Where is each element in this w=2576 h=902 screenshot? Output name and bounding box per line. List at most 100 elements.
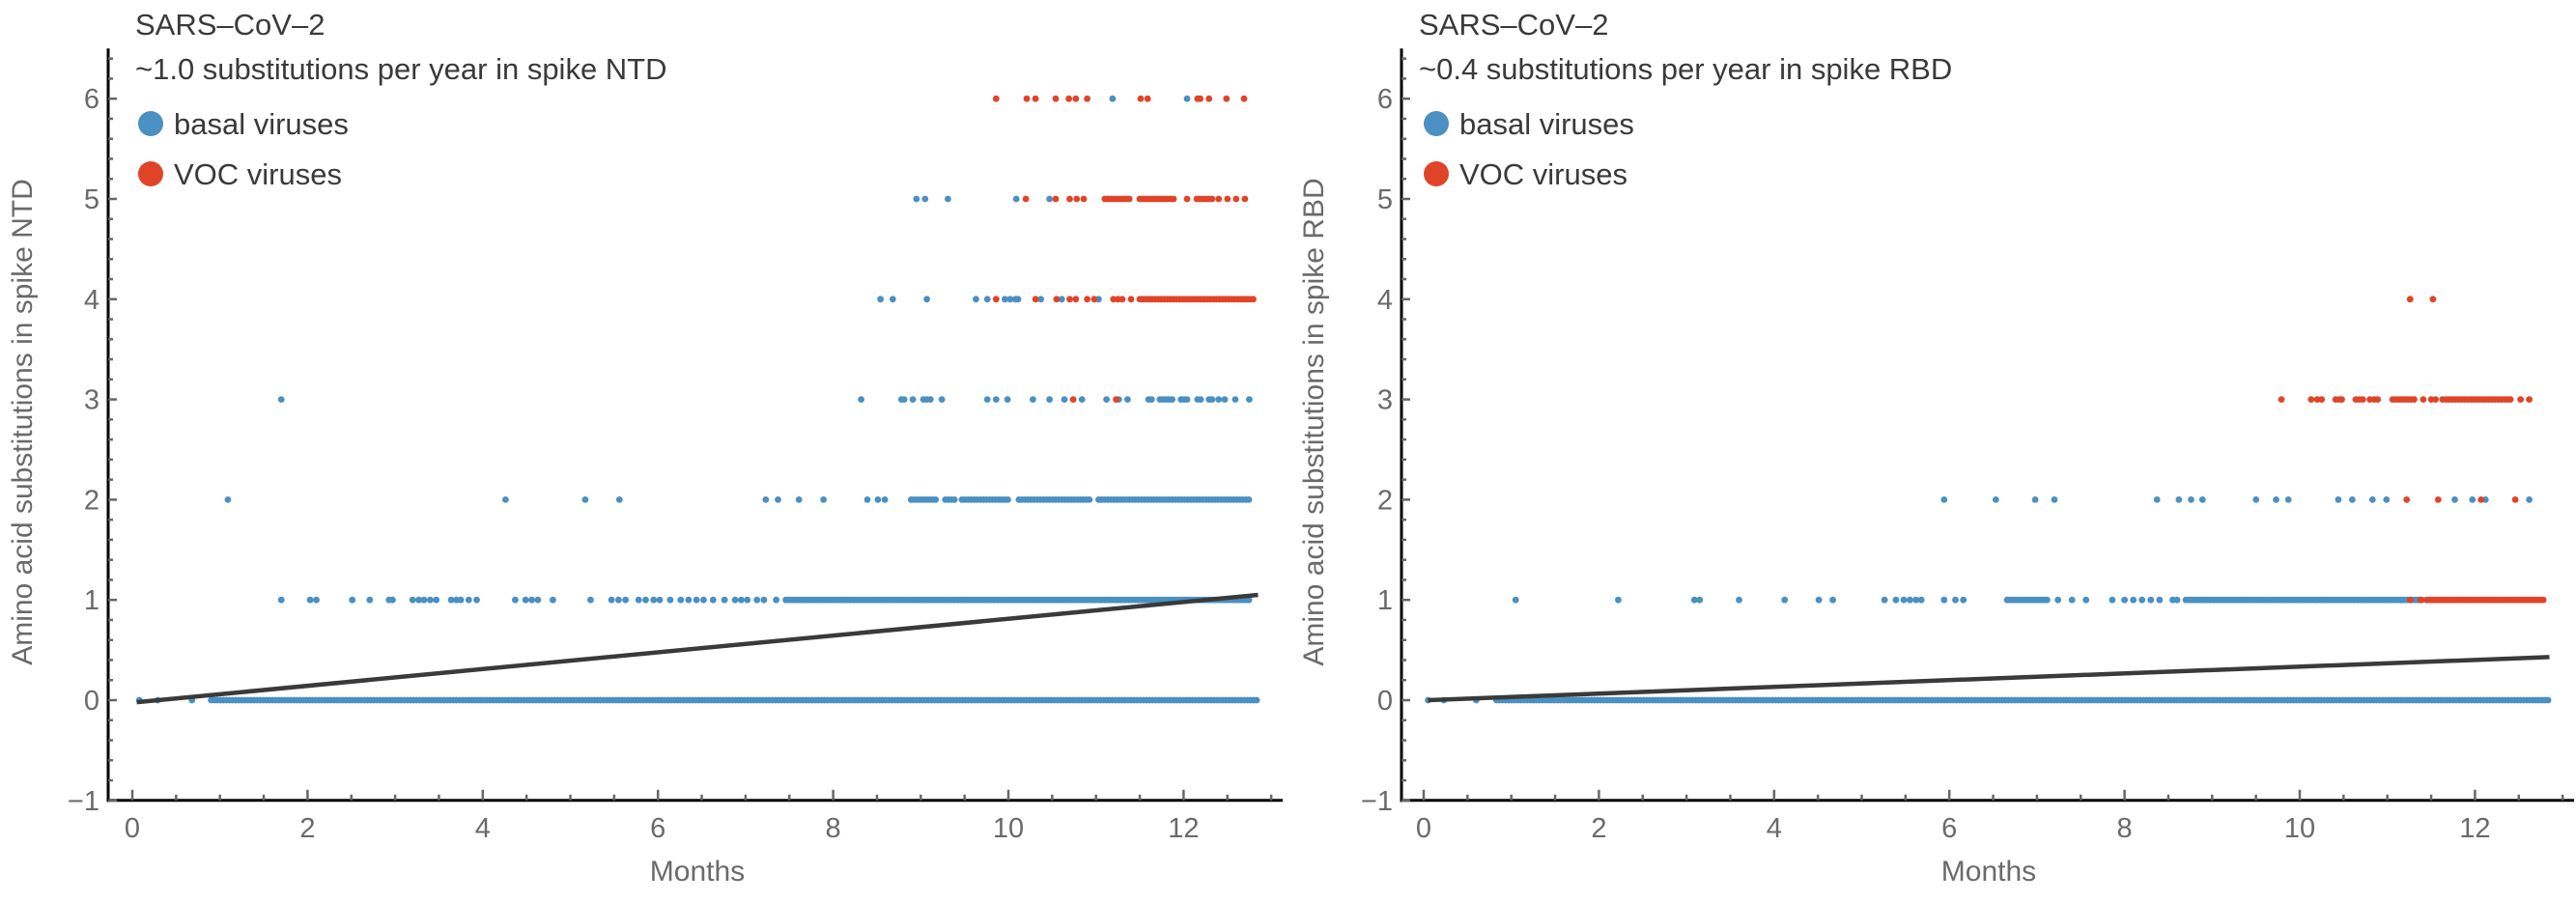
data-point bbox=[2469, 496, 2477, 503]
data-point bbox=[693, 596, 700, 604]
x-tick-label: 8 bbox=[2117, 813, 2133, 844]
x-tick-label: 2 bbox=[1591, 813, 1606, 844]
data-point bbox=[2511, 496, 2519, 503]
legend-label-voc: VOC viruses bbox=[174, 157, 342, 191]
legend-marker-voc bbox=[138, 161, 163, 186]
legend-marker-voc bbox=[1424, 161, 1449, 186]
data-point bbox=[1084, 95, 1090, 102]
data-point bbox=[874, 496, 882, 503]
x-tick-label: 0 bbox=[125, 813, 140, 844]
data-point bbox=[762, 496, 770, 503]
y-tick-label: 3 bbox=[1377, 385, 1393, 416]
data-point bbox=[1002, 296, 1008, 303]
data-point bbox=[1058, 296, 1065, 303]
data-point bbox=[775, 496, 781, 503]
data-point bbox=[666, 596, 674, 604]
data-point bbox=[642, 596, 649, 604]
data-point bbox=[923, 296, 930, 303]
data-point bbox=[973, 296, 979, 303]
data-point bbox=[2539, 596, 2547, 604]
data-point bbox=[863, 496, 871, 503]
data-point bbox=[795, 496, 803, 503]
data-point bbox=[1069, 396, 1077, 403]
data-point bbox=[909, 396, 917, 403]
data-point bbox=[1144, 95, 1151, 102]
data-point bbox=[2506, 396, 2514, 403]
data-point bbox=[2153, 496, 2161, 503]
data-point bbox=[1917, 596, 1925, 604]
data-point bbox=[1052, 95, 1060, 102]
data-point bbox=[1197, 95, 1203, 102]
data-point bbox=[889, 296, 896, 303]
y-axis-label: Amino acid substitutions in spike NTD bbox=[7, 179, 39, 665]
y-tick-label: 5 bbox=[1377, 184, 1393, 215]
legend-label-voc: VOC viruses bbox=[1459, 157, 1628, 191]
data-point bbox=[2156, 596, 2164, 604]
data-point bbox=[277, 596, 285, 604]
data-point bbox=[1073, 195, 1081, 203]
data-point bbox=[1815, 596, 1823, 604]
x-tick-label: 10 bbox=[993, 813, 1024, 844]
data-point bbox=[1005, 496, 1011, 503]
data-point bbox=[2252, 496, 2260, 503]
data-point bbox=[1992, 496, 1999, 503]
series-voc-viruses bbox=[2278, 296, 2547, 604]
data-point bbox=[2406, 296, 2414, 303]
data-point bbox=[685, 596, 693, 604]
data-point bbox=[731, 596, 739, 604]
chart-subtitle: ~1.0 substitutions per year in spike NTD bbox=[135, 52, 667, 86]
data-point bbox=[1169, 396, 1175, 403]
data-point bbox=[656, 596, 664, 604]
data-point bbox=[635, 596, 642, 604]
data-point bbox=[1205, 95, 1213, 102]
data-point bbox=[1781, 596, 1789, 604]
data-point bbox=[992, 396, 1000, 403]
data-point bbox=[945, 195, 951, 203]
y-tick-label: 0 bbox=[84, 686, 99, 717]
legend-marker-basal bbox=[138, 111, 163, 136]
data-point bbox=[550, 596, 556, 604]
data-point bbox=[587, 596, 594, 604]
data-point bbox=[1090, 296, 1098, 303]
y-tick-label: 4 bbox=[84, 285, 99, 316]
data-point bbox=[366, 596, 374, 604]
data-point bbox=[1032, 296, 1039, 303]
data-point bbox=[2434, 496, 2442, 503]
data-point bbox=[881, 496, 889, 503]
data-point bbox=[2349, 496, 2356, 503]
data-point bbox=[2338, 396, 2345, 403]
data-point bbox=[1960, 596, 1967, 604]
chart-title: SARS–CoV–2 bbox=[1419, 8, 1608, 42]
data-point bbox=[1103, 396, 1110, 403]
data-point bbox=[2335, 496, 2342, 503]
data-point bbox=[900, 396, 908, 403]
data-point bbox=[938, 396, 946, 403]
data-point bbox=[512, 596, 519, 604]
data-point bbox=[615, 596, 622, 604]
data-point bbox=[2278, 396, 2285, 403]
y-tick-label: 6 bbox=[84, 84, 99, 115]
legend-marker-basal bbox=[1424, 111, 1449, 136]
data-point bbox=[277, 396, 285, 403]
data-point bbox=[2526, 496, 2534, 503]
data-point bbox=[1215, 396, 1223, 403]
data-point bbox=[2121, 596, 2129, 604]
data-point bbox=[709, 596, 717, 604]
data-point bbox=[1125, 195, 1133, 203]
data-point bbox=[1241, 195, 1249, 203]
data-point bbox=[877, 296, 884, 303]
data-point bbox=[992, 296, 1000, 303]
data-point bbox=[1183, 396, 1191, 403]
data-point bbox=[622, 596, 629, 604]
data-point bbox=[465, 596, 472, 604]
x-tick-label: 0 bbox=[1416, 813, 1431, 844]
data-point bbox=[1023, 95, 1031, 102]
data-point bbox=[447, 596, 455, 604]
data-point bbox=[1109, 95, 1117, 102]
data-point bbox=[1512, 596, 1519, 604]
data-point bbox=[1127, 296, 1135, 303]
data-point bbox=[1014, 296, 1022, 303]
data-point bbox=[1046, 396, 1053, 403]
x-tick-label: 8 bbox=[826, 813, 841, 844]
